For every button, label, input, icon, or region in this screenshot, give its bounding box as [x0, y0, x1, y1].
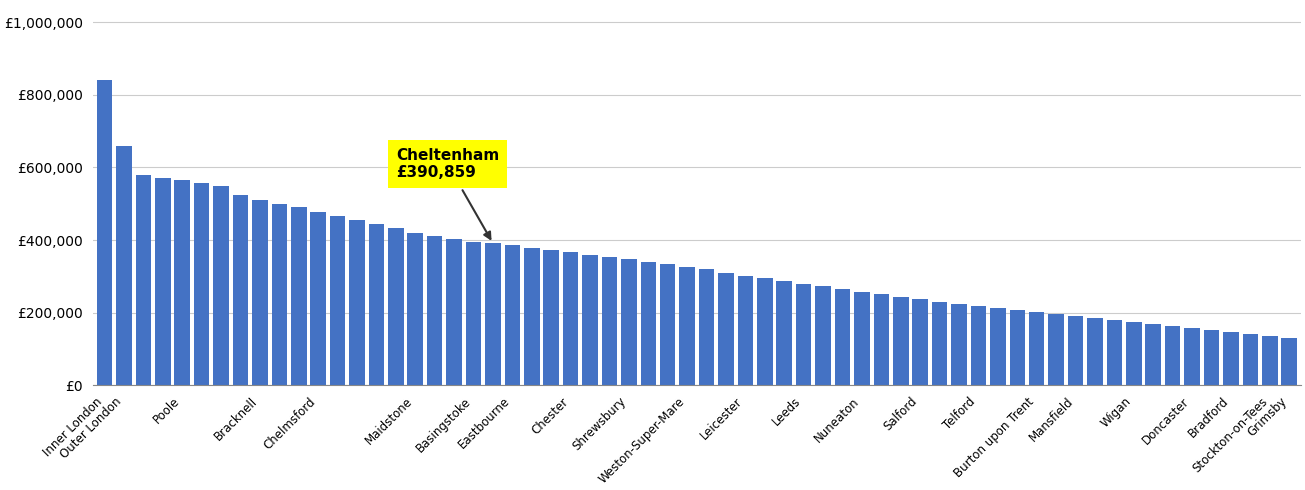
Bar: [407, 233, 423, 385]
Bar: [757, 278, 773, 385]
Bar: [1223, 332, 1238, 385]
Bar: [136, 175, 151, 385]
Text: Cheltenham
£390,859: Cheltenham £390,859: [395, 148, 499, 239]
Bar: [641, 262, 656, 385]
Bar: [912, 299, 928, 385]
Bar: [1107, 320, 1122, 385]
Bar: [582, 254, 598, 385]
Bar: [990, 308, 1006, 385]
Bar: [1242, 334, 1258, 385]
Bar: [796, 284, 812, 385]
Bar: [427, 236, 442, 385]
Bar: [893, 297, 908, 385]
Bar: [1087, 318, 1103, 385]
Bar: [1185, 328, 1199, 385]
Bar: [311, 212, 326, 385]
Bar: [1048, 314, 1064, 385]
Bar: [737, 275, 753, 385]
Bar: [602, 257, 617, 385]
Bar: [505, 245, 521, 385]
Bar: [951, 303, 967, 385]
Bar: [698, 270, 714, 385]
Bar: [1146, 324, 1161, 385]
Bar: [194, 183, 209, 385]
Bar: [116, 146, 132, 385]
Bar: [330, 217, 346, 385]
Bar: [932, 302, 947, 385]
Bar: [97, 80, 112, 385]
Bar: [718, 272, 733, 385]
Bar: [1126, 322, 1142, 385]
Bar: [252, 200, 268, 385]
Bar: [1010, 310, 1024, 385]
Bar: [816, 286, 831, 385]
Bar: [388, 228, 403, 385]
Bar: [232, 195, 248, 385]
Bar: [835, 289, 851, 385]
Bar: [1282, 338, 1297, 385]
Bar: [543, 250, 559, 385]
Bar: [562, 252, 578, 385]
Bar: [855, 292, 869, 385]
Bar: [776, 281, 792, 385]
Bar: [621, 259, 637, 385]
Bar: [175, 180, 191, 385]
Bar: [1165, 326, 1181, 385]
Bar: [368, 224, 384, 385]
Bar: [1028, 312, 1044, 385]
Bar: [1067, 316, 1083, 385]
Bar: [660, 264, 676, 385]
Bar: [213, 186, 228, 385]
Bar: [446, 239, 462, 385]
Bar: [1262, 336, 1278, 385]
Bar: [271, 204, 287, 385]
Bar: [155, 177, 171, 385]
Bar: [525, 248, 539, 385]
Bar: [971, 306, 987, 385]
Bar: [485, 244, 501, 385]
Bar: [350, 220, 365, 385]
Bar: [1203, 330, 1219, 385]
Bar: [291, 207, 307, 385]
Bar: [680, 267, 696, 385]
Bar: [873, 294, 889, 385]
Bar: [466, 242, 482, 385]
